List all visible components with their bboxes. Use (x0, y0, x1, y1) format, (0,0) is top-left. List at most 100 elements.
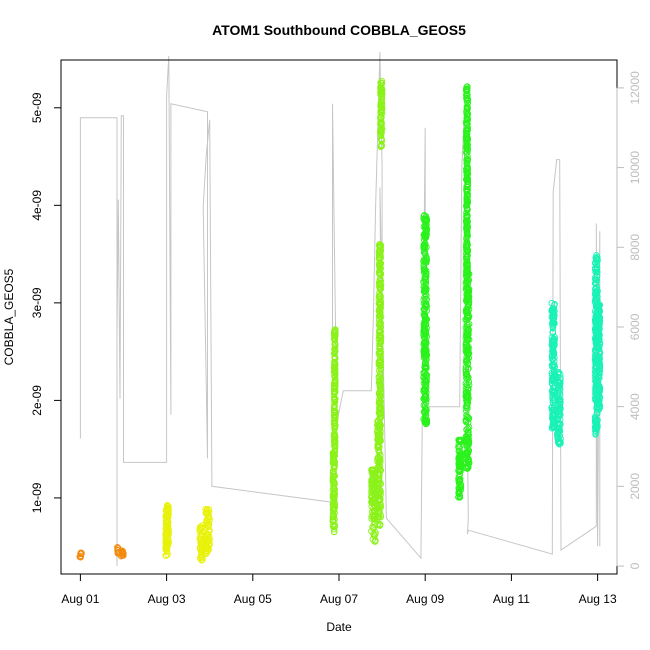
data-point (549, 323, 556, 330)
data-point (463, 356, 470, 364)
data-point (164, 514, 172, 521)
data-point (376, 340, 383, 348)
data-point (455, 475, 462, 483)
data-point (421, 287, 429, 295)
data-point (422, 338, 430, 345)
data-point (456, 492, 464, 500)
data-point (422, 393, 429, 400)
data-point (594, 321, 602, 329)
data-point (330, 438, 338, 446)
data-point (165, 536, 172, 544)
data-point (422, 413, 429, 420)
data-point (329, 500, 337, 508)
data-point (455, 436, 462, 444)
data-point (374, 485, 382, 492)
data-point (464, 397, 472, 405)
data-point (376, 345, 383, 352)
y2-tick-label: 10000 (628, 151, 642, 185)
data-point (463, 451, 470, 458)
data-point (555, 379, 563, 387)
data-point (368, 498, 375, 506)
data-point (375, 389, 383, 397)
data-point (331, 372, 338, 379)
data-point (330, 507, 337, 515)
data-point (376, 415, 383, 423)
data-point (423, 316, 431, 323)
data-point (464, 457, 472, 464)
data-point (465, 346, 472, 354)
data-point (462, 217, 470, 224)
data-point (375, 279, 383, 287)
data-point (198, 524, 206, 532)
data-point (420, 408, 428, 416)
data-point (164, 502, 171, 509)
data-point (165, 511, 172, 519)
data-point (374, 453, 382, 461)
data-point (595, 310, 602, 318)
y2-axis: 0 2000 4000 6000 8000 10000 12000 (616, 71, 642, 569)
data-point (463, 241, 471, 248)
x-tick-label: Aug 09 (406, 592, 444, 606)
y-tick-label: 2e-09 (30, 385, 44, 416)
data-point (554, 391, 561, 398)
data-point (595, 396, 602, 404)
data-point (331, 396, 339, 403)
x-tick-label: Aug 13 (579, 592, 617, 606)
data-point (551, 308, 558, 315)
data-point (164, 504, 171, 512)
data-point (331, 423, 339, 431)
data-point (119, 548, 126, 556)
data-point (331, 383, 339, 390)
data-point (423, 228, 430, 235)
data-point (465, 424, 473, 431)
data-point (376, 262, 384, 270)
data-point (457, 483, 465, 491)
data-point (462, 366, 470, 373)
data-point (164, 532, 171, 539)
data-point (455, 490, 463, 497)
data-point (594, 253, 601, 261)
data-point (420, 296, 427, 304)
data-point (593, 261, 601, 268)
data-point (595, 333, 603, 341)
data-point (463, 261, 470, 269)
data-point (555, 368, 562, 376)
data-point (163, 547, 171, 555)
data-point (463, 209, 470, 217)
data-point (463, 142, 470, 150)
data-point (550, 415, 557, 422)
data-point (422, 368, 429, 376)
data-point (376, 292, 383, 299)
data-point (196, 536, 204, 544)
data-point (457, 467, 464, 475)
y2-tick-label: 0 (628, 562, 642, 569)
data-point (376, 363, 384, 370)
data-point (556, 400, 564, 408)
data-point (595, 337, 603, 344)
data-point (206, 517, 213, 524)
data-point (331, 445, 339, 453)
data-point (422, 382, 429, 389)
data-point (420, 262, 428, 269)
data-point (464, 124, 471, 131)
data-point (464, 438, 472, 446)
data-point (462, 316, 469, 323)
data-point (330, 485, 338, 493)
data-point (422, 378, 429, 386)
data-point (199, 556, 206, 563)
data-point (463, 242, 470, 249)
data-point (372, 537, 379, 544)
data-point (376, 260, 383, 267)
data-point (329, 514, 337, 521)
data-point (464, 404, 471, 412)
data-point (596, 349, 603, 356)
data-point (162, 552, 170, 559)
data-point (377, 109, 385, 117)
data-point (378, 86, 386, 93)
data-point (377, 270, 385, 277)
data-point (464, 126, 471, 134)
data-point (331, 358, 338, 366)
x-tick-label: Aug 11 (493, 592, 530, 606)
data-point (422, 277, 430, 284)
data-point (463, 314, 471, 322)
